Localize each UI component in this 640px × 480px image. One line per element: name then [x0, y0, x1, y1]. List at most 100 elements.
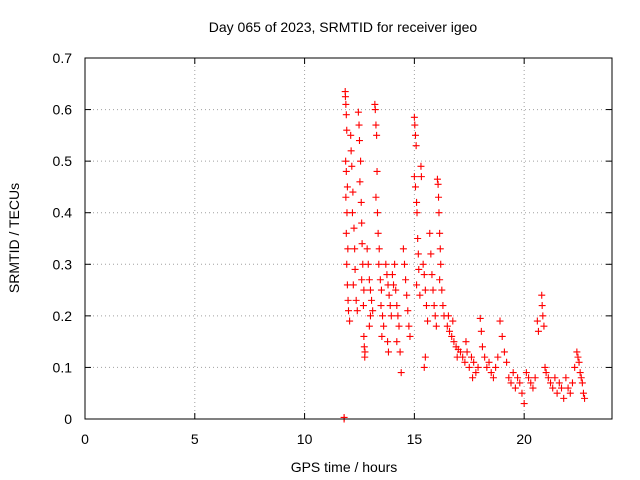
- data-point: [343, 281, 351, 289]
- data-point: [392, 286, 400, 294]
- data-point: [573, 348, 581, 356]
- data-point: [534, 327, 542, 335]
- data-point: [557, 384, 565, 392]
- data-point: [360, 343, 368, 351]
- data-point: [469, 374, 477, 382]
- data-point: [343, 126, 351, 134]
- data-point: [349, 188, 357, 196]
- data-point: [404, 307, 412, 315]
- data-point: [463, 348, 471, 356]
- data-point: [568, 379, 576, 387]
- data-point: [353, 307, 361, 315]
- data-point: [347, 131, 355, 139]
- data-point: [360, 286, 368, 294]
- data-point: [406, 332, 414, 340]
- data-point: [429, 286, 437, 294]
- data-point: [364, 260, 372, 268]
- data-point: [459, 353, 467, 361]
- data-point: [578, 379, 586, 387]
- data-points: [340, 88, 589, 423]
- data-point: [358, 276, 366, 284]
- data-point: [355, 137, 363, 145]
- data-point: [500, 348, 508, 356]
- data-point: [387, 312, 395, 320]
- data-point: [472, 369, 480, 377]
- data-point: [349, 281, 357, 289]
- data-point: [560, 394, 568, 402]
- data-point: [538, 302, 546, 310]
- data-point: [345, 307, 352, 315]
- data-point: [375, 245, 383, 253]
- data-point: [555, 379, 563, 387]
- data-point: [396, 348, 404, 356]
- data-point: [527, 379, 535, 387]
- data-point: [576, 369, 584, 377]
- data-point: [539, 312, 547, 320]
- data-point: [494, 353, 502, 361]
- data-point: [368, 296, 376, 304]
- data-point: [432, 322, 440, 330]
- data-point: [483, 363, 491, 371]
- data-point: [412, 142, 420, 150]
- data-point: [358, 219, 366, 227]
- data-point: [431, 312, 439, 320]
- data-point: [373, 167, 381, 175]
- data-point: [416, 291, 424, 299]
- data-point: [448, 332, 456, 340]
- data-point: [540, 322, 548, 330]
- data-point: [365, 276, 373, 284]
- data-point: [520, 400, 528, 408]
- data-point: [410, 113, 418, 121]
- data-point: [414, 250, 422, 258]
- data-point: [538, 291, 546, 299]
- data-point: [410, 173, 418, 181]
- data-point: [428, 271, 436, 279]
- data-point: [343, 260, 351, 268]
- data-point: [351, 245, 359, 253]
- data-point: [417, 162, 425, 170]
- data-point: [366, 286, 374, 294]
- data-point: [444, 312, 452, 320]
- data-point: [436, 229, 444, 237]
- data-point: [522, 369, 530, 377]
- data-point: [373, 209, 381, 217]
- data-point: [507, 379, 515, 387]
- data-point: [581, 394, 589, 402]
- data-point: [518, 389, 526, 397]
- data-point: [426, 229, 434, 237]
- data-point: [346, 317, 354, 325]
- data-point: [465, 363, 473, 371]
- data-point: [388, 271, 396, 279]
- data-point: [467, 353, 475, 361]
- data-point: [531, 374, 539, 382]
- data-point: [344, 296, 352, 304]
- data-point: [342, 100, 350, 108]
- data-point: [413, 198, 421, 206]
- data-point: [360, 332, 368, 340]
- data-point: [462, 338, 470, 346]
- data-point: [411, 121, 419, 129]
- data-point: [414, 235, 422, 242]
- data-point: [544, 374, 552, 382]
- data-point: [371, 106, 379, 114]
- data-point: [411, 183, 419, 191]
- data-point: [549, 384, 557, 392]
- data-point: [384, 348, 392, 356]
- y-axis-label: SRMTID / TECUs: [6, 183, 22, 293]
- y-tick-label: 0.6: [53, 102, 73, 118]
- data-point: [498, 332, 506, 340]
- data-point: [436, 245, 444, 253]
- data-point: [446, 327, 454, 335]
- y-tick-label: 0.2: [53, 308, 73, 324]
- data-point: [470, 358, 478, 366]
- data-point: [424, 317, 432, 325]
- data-point: [373, 131, 381, 139]
- data-point: [377, 302, 385, 310]
- data-point: [378, 332, 386, 340]
- data-point: [413, 281, 421, 289]
- data-point: [363, 245, 371, 253]
- y-tick-label: 0.4: [53, 205, 73, 221]
- data-point: [439, 302, 447, 310]
- data-point: [359, 302, 367, 310]
